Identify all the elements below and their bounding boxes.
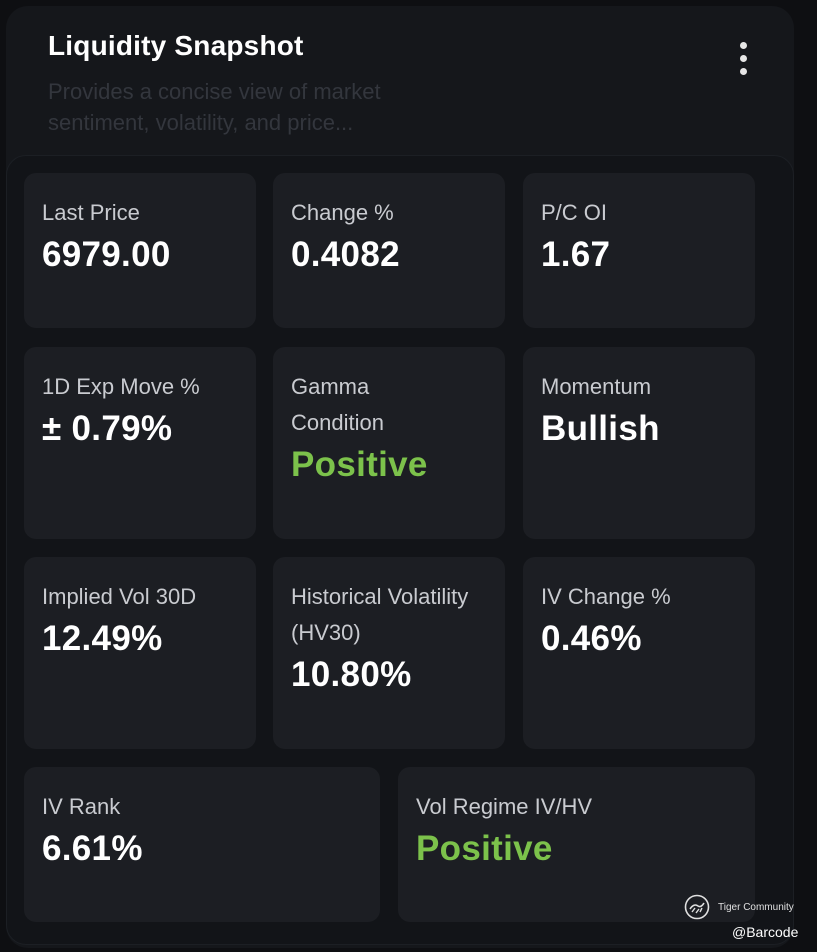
watermark: Tiger Community @Barcode <box>684 894 814 944</box>
metric-value: 12.49% <box>42 619 163 658</box>
metric-card-gamma-condition: Gamma Condition Positive <box>273 347 505 539</box>
metric-label: IV Change % <box>541 584 671 609</box>
watermark-brand: Tiger Community <box>718 902 794 913</box>
metric-label: Last Price <box>42 200 140 225</box>
metric-label: IV Rank <box>42 794 121 819</box>
metric-label: Historical Volatility (HV30) <box>291 584 469 645</box>
metric-card-1d-exp-move: 1D Exp Move % ± 0.79% <box>24 347 256 539</box>
metric-value: 1.67 <box>541 235 611 274</box>
panel-title: Liquidity Snapshot <box>48 30 304 61</box>
metric-card-historical-volatility: Historical Volatility (HV30) 10.80% <box>273 557 505 749</box>
tiger-logo-icon <box>684 894 710 920</box>
metric-card-momentum: Momentum Bullish <box>523 347 755 539</box>
watermark-handle: @Barcode <box>732 924 799 940</box>
metric-card-last-price: Last Price 6979.00 <box>24 173 256 328</box>
metric-card-iv-change: IV Change % 0.46% <box>523 557 755 749</box>
metric-card-implied-vol-30d: Implied Vol 30D 12.49% <box>24 557 256 749</box>
metric-value: 6.61% <box>42 829 143 868</box>
metric-label: 1D Exp Move % <box>42 374 200 399</box>
metric-value: 10.80% <box>291 655 412 694</box>
metric-value-positive: Positive <box>291 445 428 484</box>
metric-value: 6979.00 <box>42 235 171 274</box>
metric-value: ± 0.79% <box>42 409 173 448</box>
metric-label: Gamma Condition <box>291 374 384 435</box>
metric-value: 0.4082 <box>291 235 400 274</box>
metric-value-positive: Positive <box>416 829 553 868</box>
more-options-icon[interactable] <box>734 42 754 76</box>
metric-card-change-percent: Change % 0.4082 <box>273 173 505 328</box>
metric-value: 0.46% <box>541 619 642 658</box>
metric-label: Change % <box>291 200 394 225</box>
metric-label: Momentum <box>541 374 652 399</box>
metric-label: Implied Vol 30D <box>42 584 197 609</box>
metric-card-put-call-oi: P/C OI 1.67 <box>523 173 755 328</box>
metric-label: P/C OI <box>541 200 608 225</box>
metric-card-iv-rank: IV Rank 6.61% <box>24 767 380 922</box>
panel-subtitle: Provides a concise view of market sentim… <box>48 79 381 135</box>
metric-value: Bullish <box>541 409 660 448</box>
metric-label: Vol Regime IV/HV <box>416 794 593 819</box>
